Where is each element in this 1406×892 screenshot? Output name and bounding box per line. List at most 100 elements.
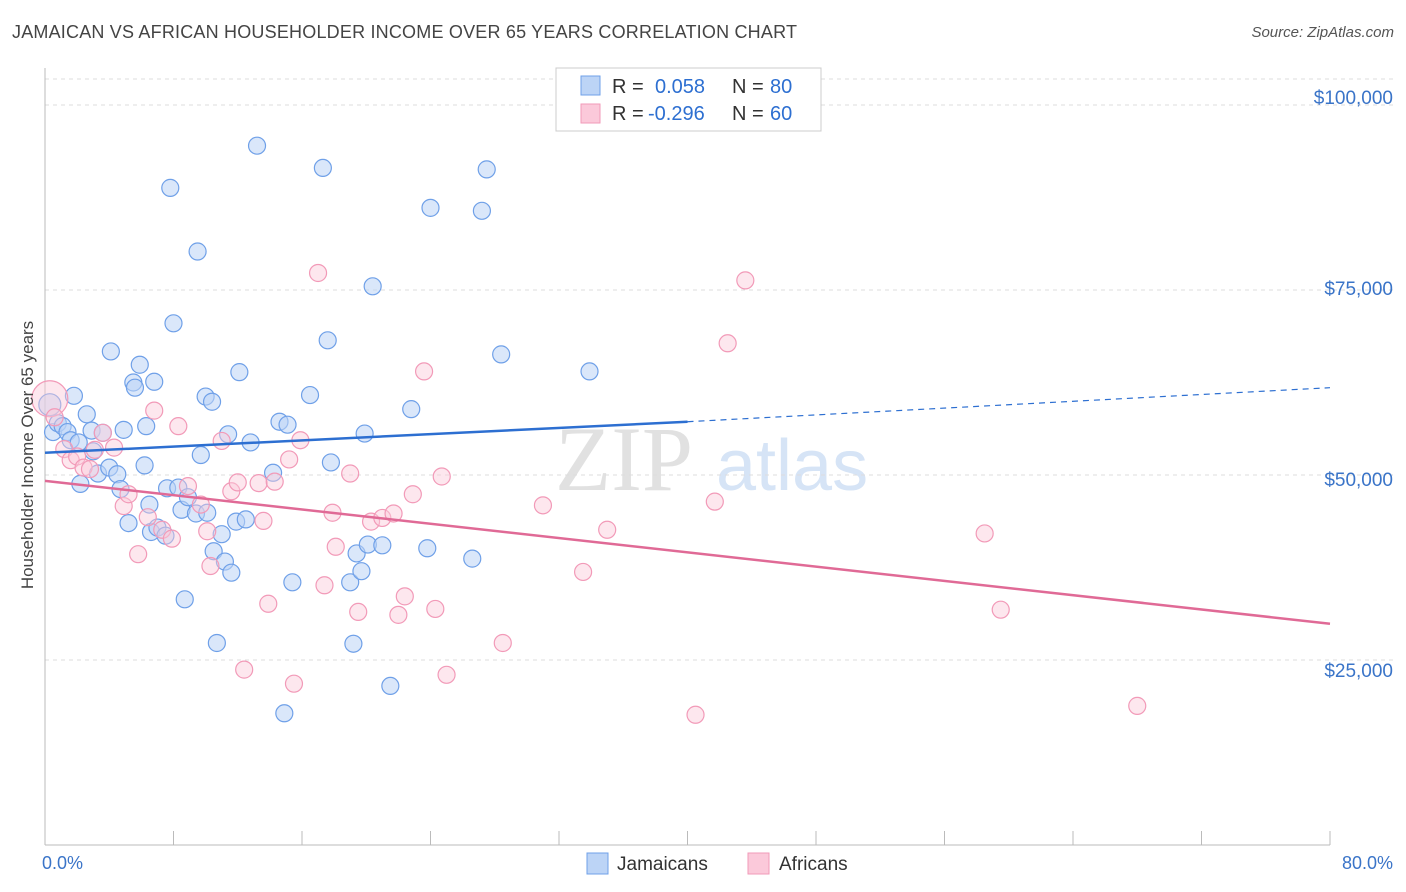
y-tick-label-75000: $75,000: [1324, 279, 1393, 300]
point-jamaicans-53: [275, 704, 294, 723]
point-jamaicans-17: [114, 420, 133, 439]
point-jamaicans-33: [175, 590, 194, 609]
point-africans-48: [437, 665, 456, 684]
trend-line-jamaicans-extension: [687, 387, 1331, 423]
trend-line-jamaicans: [44, 420, 688, 455]
point-jamaicans-0: [38, 393, 62, 417]
point-africans-5: [74, 458, 93, 477]
point-africans-44: [403, 485, 422, 504]
point-africans-58: [991, 600, 1010, 619]
point-africans-52: [598, 520, 617, 539]
point-jamaicans-36: [188, 242, 207, 261]
point-africans-28: [259, 594, 278, 613]
point-africans-18: [178, 477, 198, 496]
point-africans-47: [432, 467, 451, 486]
point-africans-23: [222, 482, 241, 501]
point-africans-19: [191, 495, 210, 514]
point-jamaicans-23: [137, 417, 156, 436]
bottom-legend-swatch-jamaicans: [586, 852, 609, 875]
point-africans-46: [426, 599, 445, 619]
legend-n-value-jamaicans: 80: [770, 76, 792, 98]
point-africans-43: [395, 587, 414, 606]
point-jamaicans-45: [222, 563, 241, 582]
legend-r-label-jamaicans: R =: [612, 76, 644, 98]
point-africans-6: [80, 459, 100, 479]
point-africans-9: [104, 438, 124, 457]
legend-swatch-jamaicans: [580, 75, 601, 96]
legend-n-label-africans: N =: [732, 103, 764, 125]
point-africans-14: [145, 401, 164, 420]
point-jamaicans-71: [463, 549, 482, 568]
point-africans-59: [1128, 696, 1147, 715]
point-jamaicans-25: [145, 372, 164, 391]
point-africans-22: [212, 431, 231, 451]
point-africans-17: [169, 417, 188, 436]
y-axis-label: Householder Income Over 65 years: [18, 321, 37, 589]
point-jamaicans-66: [363, 277, 382, 296]
point-jamaicans-68: [402, 400, 421, 419]
point-africans-1: [45, 408, 64, 427]
point-jamaicans-18: [119, 513, 138, 533]
axes: [44, 68, 1331, 846]
point-africans-55: [718, 334, 737, 353]
point-jamaicans-8: [77, 405, 96, 424]
point-jamaicans-75: [580, 362, 599, 381]
point-jamaicans-29: [161, 178, 180, 197]
point-jamaicans-39: [202, 392, 222, 411]
point-africans-33: [308, 263, 328, 283]
legend-r-value-jamaicans: 0.058: [655, 76, 705, 98]
point-jamaicans-74: [492, 345, 511, 364]
point-africans-56: [736, 271, 755, 290]
trend-line-africans: [44, 479, 1331, 625]
point-jamaicans-63: [352, 562, 371, 581]
point-africans-42: [389, 605, 408, 624]
watermark-atlas: atlas: [716, 426, 868, 506]
point-africans-51: [573, 562, 593, 582]
point-jamaicans-21: [130, 355, 149, 374]
y-tick-label-25000: $25,000: [1324, 661, 1393, 682]
point-africans-45: [414, 362, 434, 381]
legend-r-value-africans: -0.296: [648, 103, 705, 125]
point-jamaicans-54: [278, 415, 297, 434]
point-jamaicans-30: [164, 314, 183, 333]
chart-title: JAMAICAN VS AFRICAN HOUSEHOLDER INCOME O…: [12, 22, 798, 42]
legend-n-label-jamaicans: N =: [732, 76, 764, 98]
point-africans-38: [349, 602, 368, 622]
x-tick-label-min: 0.0%: [42, 853, 83, 873]
point-jamaicans-47: [230, 363, 249, 382]
point-africans-10: [114, 496, 133, 516]
point-africans-36: [326, 537, 345, 556]
point-africans-27: [254, 511, 273, 530]
point-africans-41: [384, 504, 403, 523]
point-jamaicans-64: [355, 424, 374, 443]
y-tick-label-100000: $100,000: [1314, 88, 1393, 109]
point-jamaicans-6: [64, 386, 84, 405]
point-jamaicans-70: [421, 198, 440, 217]
point-africans-34: [315, 576, 334, 595]
point-jamaicans-56: [300, 385, 320, 405]
trend-lines: [44, 387, 1331, 625]
point-jamaicans-15: [108, 465, 127, 484]
series-legend: Jamaicans Africans: [586, 852, 848, 875]
point-jamaicans-73: [477, 160, 496, 179]
point-africans-21: [201, 556, 220, 576]
point-jamaicans-57: [313, 158, 332, 177]
point-africans-0: [31, 380, 69, 418]
point-africans-49: [493, 633, 512, 653]
legend-r-label-africans: R =: [612, 103, 644, 125]
bottom-legend-label-africans: Africans: [779, 854, 848, 875]
point-jamaicans-20: [125, 378, 145, 397]
point-jamaicans-69: [418, 539, 437, 558]
point-africans-12: [129, 545, 148, 564]
point-jamaicans-61: [344, 634, 363, 653]
point-jamaicans-58: [318, 331, 337, 350]
point-africans-53: [686, 705, 705, 724]
y-tick-label-50000: $50,000: [1324, 470, 1393, 491]
point-jamaicans-59: [321, 453, 341, 472]
point-africans-31: [284, 674, 304, 693]
bottom-legend-swatch-africans: [747, 852, 770, 875]
point-jamaicans-48: [236, 510, 255, 529]
point-africans-26: [249, 474, 268, 493]
point-africans-16: [162, 529, 181, 548]
